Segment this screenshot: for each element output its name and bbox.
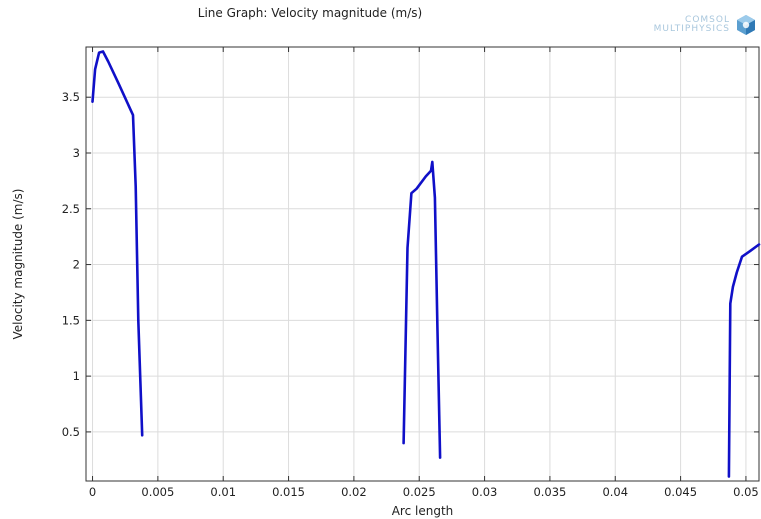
y-tick-label: 1 [73,369,80,383]
comsol-logo: COMSOL MULTIPHYSICS [654,14,757,36]
y-tick-label: 3.5 [62,90,80,104]
chart-title: Line Graph: Velocity magnitude (m/s) [197,6,423,20]
x-tick-label: 0.03 [472,485,498,499]
x-tick-label: 0.015 [272,485,305,499]
x-tick-labels: 0 0.005 0.01 0.015 0.02 0.025 0.03 0.035 0.04 0.0… [89,485,759,499]
grid-lines [86,47,759,481]
plot-frame [85,46,760,482]
y-tick-label: 0.5 [62,425,80,439]
x-tick-label: 0.045 [664,485,697,499]
y-tick-label: 2.5 [62,202,80,216]
logo-line-1: COMSOL [685,15,730,25]
y-tick-label: 3 [73,146,80,160]
x-tick-label: 0.04 [602,485,628,499]
y-axis-label: Velocity magnitude (m/s) [11,189,25,340]
x-tick-label: 0 [89,485,96,499]
y-tick-label: 2 [73,258,80,272]
x-tick-label: 0.025 [403,485,436,499]
series-line-3 [727,243,761,478]
x-tick-label: 0.035 [533,485,566,499]
logo-line-2: MULTIPHYSICS [653,24,730,34]
cube-icon [737,15,755,35]
axis-ticks [86,47,759,481]
y-tick-label: 1.5 [62,313,80,327]
logo-text: COMSOL MULTIPHYSICS [654,16,730,34]
x-tick-label: 0.01 [210,485,236,499]
x-axis-label: Arc length [392,504,454,518]
series-line-2 [402,160,442,459]
x-tick-label: 0.05 [733,485,759,499]
series-line-1 [91,50,144,437]
x-tick-label: 0.005 [141,485,174,499]
data-series [91,50,761,478]
y-tick-labels: 0.5 1 1.5 2 2.5 3 3.5 [62,90,80,439]
x-tick-label: 0.02 [341,485,367,499]
